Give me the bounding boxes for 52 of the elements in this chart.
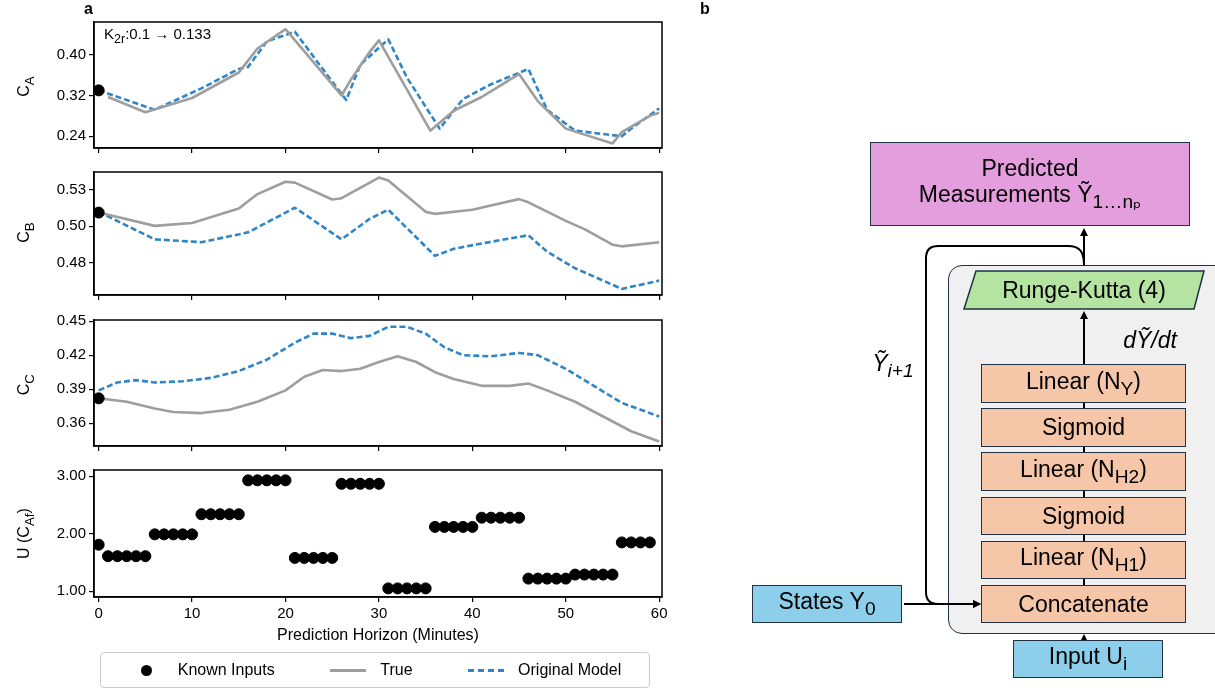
- x-tick-label: 10: [183, 604, 201, 622]
- point: [186, 528, 199, 541]
- text: Input U$_{i}$: [1048, 643, 1128, 675]
- x-tick-label: 40: [464, 604, 481, 622]
- point: [94, 538, 105, 551]
- legend-label: Original Model: [518, 661, 622, 679]
- legend-label: True: [380, 661, 413, 679]
- y-tick-label: 0.53: [56, 179, 86, 197]
- x-tick-label: 50: [557, 604, 575, 622]
- chart-title: a: [84, 0, 93, 18]
- y-tick-label: 0.39: [56, 379, 86, 397]
- text: Linear (N$_{H2}$): [1020, 455, 1147, 488]
- point: [288, 551, 301, 564]
- x-axis-title: Prediction Horizon (Minutes): [276, 626, 480, 644]
- y-tick-label: 0.45: [56, 311, 86, 329]
- point: [634, 536, 647, 549]
- point: [419, 582, 432, 595]
- point: [391, 582, 404, 595]
- x-tick-label: 30: [370, 604, 388, 622]
- point: [428, 520, 441, 533]
- y-tick-label: 0.40: [56, 44, 86, 62]
- point: [513, 511, 526, 524]
- point: [466, 520, 479, 533]
- text: Concatenate: [1018, 590, 1149, 618]
- text: Linear (N$_{H1}$): [1020, 544, 1147, 576]
- point: [606, 568, 619, 581]
- y-tick-label: 0.50: [56, 216, 86, 234]
- y-tick-label: 0.32: [56, 85, 86, 103]
- point: [279, 474, 292, 487]
- y-tick-label: 0.42: [56, 345, 86, 363]
- text: dỸ/dt: [1123, 326, 1177, 354]
- text: Predicted Measurements Ỹ$_{1…nₚ}$: [917, 154, 1143, 214]
- y-tick-label: 2.00: [56, 523, 86, 541]
- y-tick-label: 1.00: [56, 581, 86, 599]
- y-tick-label: 0.36: [56, 413, 86, 431]
- x-tick-label: 0: [94, 604, 103, 622]
- text: Ỹ$_{i+1}$: [872, 350, 914, 382]
- x-tick-label: 20: [277, 604, 294, 622]
- text: Runge-Kutta (4): [1002, 276, 1166, 304]
- y-tick-label: 0.24: [56, 126, 86, 144]
- text: Sigmoid: [1041, 502, 1126, 530]
- annotation: K$_{2r}$:0.1 → 0.133: [104, 25, 212, 46]
- text: Linear (N$_{Y}$): [1025, 367, 1142, 400]
- y-tick-label: 3.00: [56, 466, 86, 484]
- text: Sigmoid: [1041, 414, 1126, 441]
- point: [326, 551, 339, 564]
- x-tick-label: 60: [650, 604, 668, 622]
- legend-label: Known Inputs: [177, 661, 275, 679]
- text: b: [700, 0, 710, 18]
- text: States Y$_{0}$: [778, 588, 876, 620]
- point: [139, 550, 152, 563]
- y-tick-label: 0.48: [56, 252, 86, 270]
